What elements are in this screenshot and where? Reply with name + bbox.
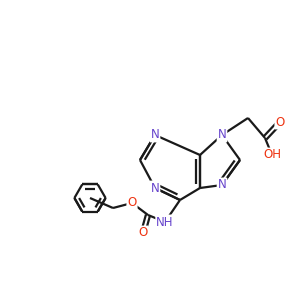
Text: OH: OH [263,148,281,161]
Text: N: N [151,182,159,194]
Text: N: N [218,128,226,142]
Text: NH: NH [156,215,174,229]
Text: O: O [128,196,136,209]
Text: N: N [151,128,159,142]
Text: O: O [275,116,285,128]
Text: N: N [218,178,226,191]
Text: O: O [138,226,148,239]
